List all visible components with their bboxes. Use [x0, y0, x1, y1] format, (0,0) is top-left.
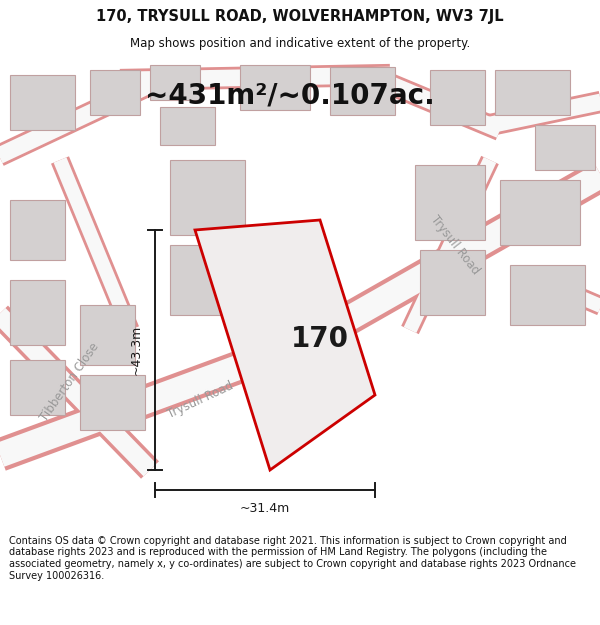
Text: 170: 170: [291, 325, 349, 352]
Polygon shape: [535, 125, 595, 170]
Polygon shape: [80, 375, 145, 430]
Polygon shape: [510, 265, 585, 325]
Text: Tibberton Close: Tibberton Close: [38, 340, 102, 424]
Text: Contains OS data © Crown copyright and database right 2021. This information is : Contains OS data © Crown copyright and d…: [9, 536, 576, 581]
Polygon shape: [495, 70, 570, 115]
Polygon shape: [10, 360, 65, 415]
Polygon shape: [10, 75, 75, 130]
Polygon shape: [330, 67, 395, 115]
Polygon shape: [10, 200, 65, 260]
Polygon shape: [170, 160, 245, 235]
Text: ~43.3m: ~43.3m: [130, 325, 143, 375]
Polygon shape: [430, 70, 485, 125]
Polygon shape: [160, 107, 215, 145]
Text: ~31.4m: ~31.4m: [240, 502, 290, 515]
Polygon shape: [90, 70, 140, 115]
Polygon shape: [420, 250, 485, 315]
Polygon shape: [415, 165, 485, 240]
Text: Trysull Road: Trysull Road: [165, 379, 235, 421]
Polygon shape: [500, 180, 580, 245]
Polygon shape: [150, 65, 200, 100]
Polygon shape: [170, 245, 245, 315]
Polygon shape: [80, 305, 135, 365]
Polygon shape: [10, 280, 65, 345]
Polygon shape: [195, 220, 375, 470]
Text: ~431m²/~0.107ac.: ~431m²/~0.107ac.: [145, 81, 435, 109]
Text: 170, TRYSULL ROAD, WOLVERHAMPTON, WV3 7JL: 170, TRYSULL ROAD, WOLVERHAMPTON, WV3 7J…: [96, 9, 504, 24]
Text: Trysull Road: Trysull Road: [428, 213, 482, 277]
Text: Map shows position and indicative extent of the property.: Map shows position and indicative extent…: [130, 38, 470, 51]
Polygon shape: [240, 65, 310, 110]
